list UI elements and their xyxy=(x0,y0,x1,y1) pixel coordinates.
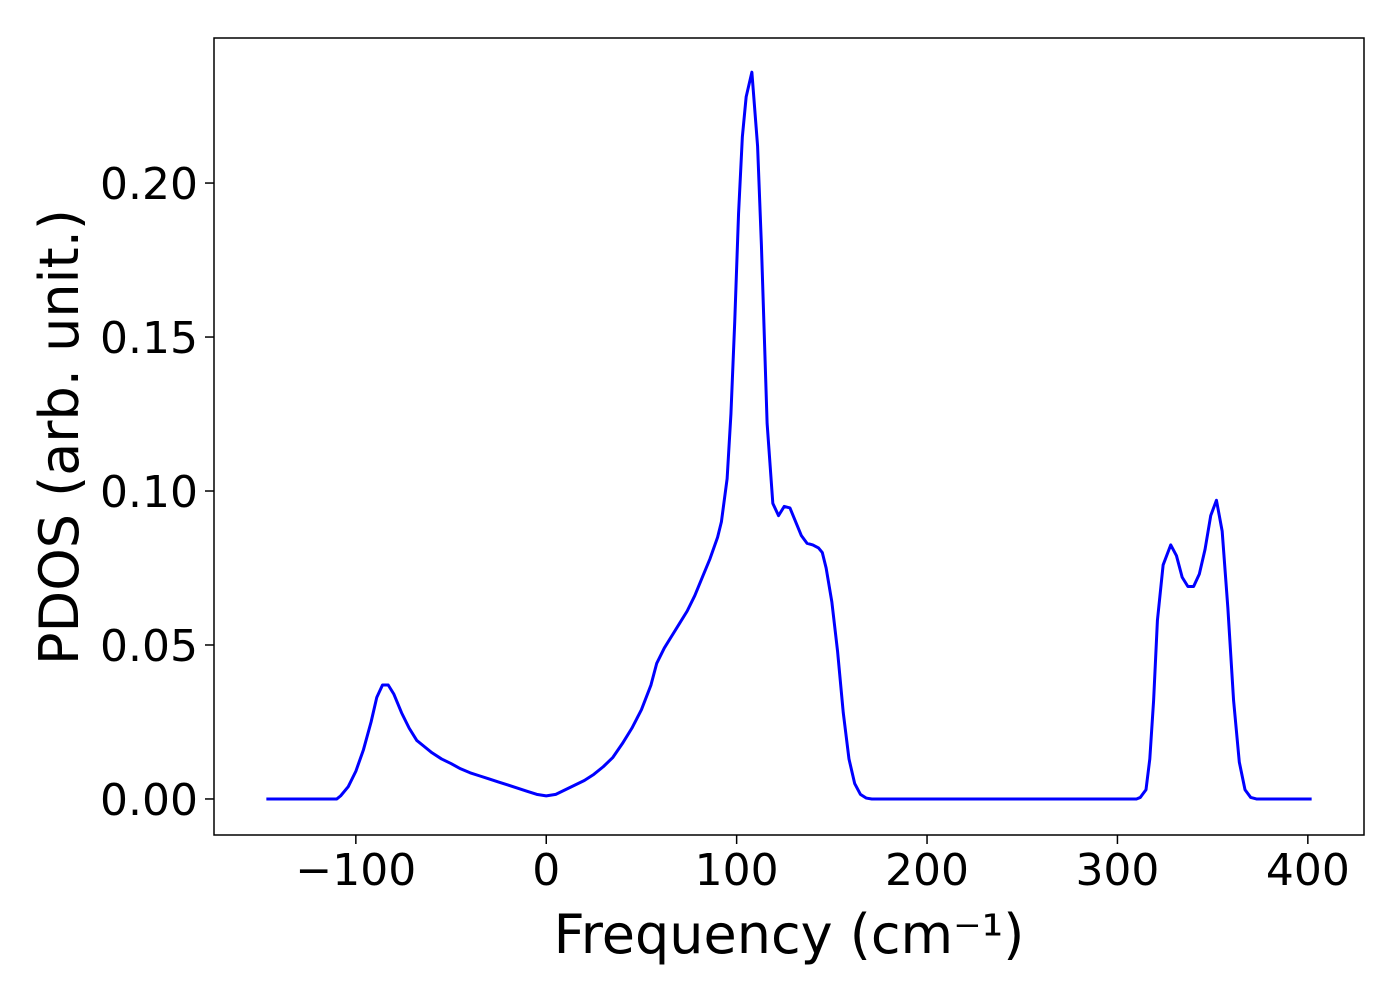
x-tick-label: 100 xyxy=(695,845,779,896)
x-axis-label: Frequency (cm⁻¹) xyxy=(554,903,1025,966)
y-axis-label: PDOS (arb. unit.) xyxy=(28,209,91,665)
y-tick-label: 0.05 xyxy=(100,621,198,672)
x-tick-label: 0 xyxy=(532,845,560,896)
plot-frame xyxy=(213,37,1365,836)
x-tick-label: 200 xyxy=(885,845,969,896)
y-tick-label: 0.15 xyxy=(100,313,198,364)
y-tick-label: 0.20 xyxy=(100,159,198,210)
x-tick-label: 400 xyxy=(1266,845,1350,896)
data-line xyxy=(266,70,1312,801)
y-tick-label: 0.10 xyxy=(100,467,198,518)
x-tick-label: −100 xyxy=(295,845,416,896)
x-tick-label: 300 xyxy=(1075,845,1159,896)
y-tick-label: 0.00 xyxy=(100,775,198,826)
